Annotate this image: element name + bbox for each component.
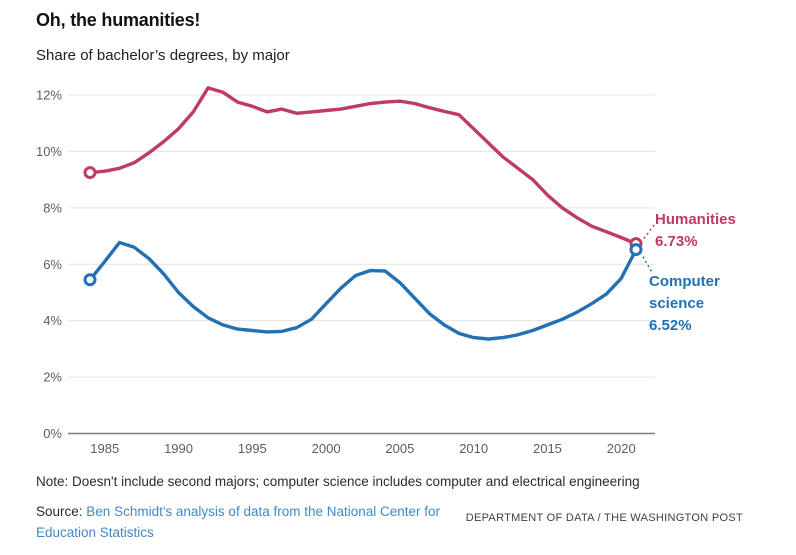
- humanities-leader-line: [643, 223, 656, 240]
- humanities-series-name: Humanities: [655, 211, 736, 228]
- line-chart: 0% 2% 4% 6% 8% 10% 12% 1985 1990 1995 2000 2005 2010…: [36, 86, 656, 456]
- source-line: Source: Ben Schmidt's analysis of data f…: [36, 501, 498, 543]
- humanities-label: Humanities 6.73%: [655, 209, 755, 253]
- y-tick-label: 8%: [43, 200, 62, 215]
- source-link[interactable]: Ben Schmidt's analysis of data from the …: [36, 504, 441, 540]
- y-tick-label: 10%: [36, 144, 62, 159]
- x-tick-label: 2010: [459, 441, 488, 456]
- x-tick-label: 1985: [90, 441, 119, 456]
- footnote: Note: Doesn't include second majors; com…: [36, 474, 640, 489]
- y-tick-label: 6%: [43, 257, 62, 272]
- cs-series-name: Computer science: [649, 273, 720, 312]
- y-tick-label: 2%: [43, 370, 62, 385]
- y-tick-label: 4%: [43, 313, 62, 328]
- chart-subtitle: Share of bachelor’s degrees, by major: [36, 47, 290, 64]
- computer-science-line: [88, 240, 638, 341]
- x-tick-label: 1995: [238, 441, 267, 456]
- humanities-start-marker: [83, 166, 97, 180]
- cs-end-value: 6.52%: [649, 317, 692, 334]
- chart-title: Oh, the humanities!: [36, 10, 201, 30]
- humanities-line: [88, 86, 638, 246]
- publication-credit: DEPARTMENT OF DATA / THE WASHINGTON POST: [465, 512, 743, 524]
- computer-science-end-marker: [629, 243, 643, 257]
- y-tick-label: 0%: [43, 426, 62, 441]
- computer-science-leader-line: [642, 256, 653, 273]
- computer-science-label: Computer science 6.52%: [649, 271, 727, 337]
- computer-science-start-marker: [83, 273, 97, 287]
- x-tick-label: 2020: [607, 441, 636, 456]
- x-tick-label: 2005: [385, 441, 414, 456]
- x-tick-label: 2000: [312, 441, 341, 456]
- x-tick-label: 1990: [164, 441, 193, 456]
- humanities-end-value: 6.73%: [655, 233, 698, 250]
- source-prefix: Source:: [36, 504, 83, 519]
- x-tick-label: 2015: [533, 441, 562, 456]
- y-tick-label: 12%: [36, 88, 62, 103]
